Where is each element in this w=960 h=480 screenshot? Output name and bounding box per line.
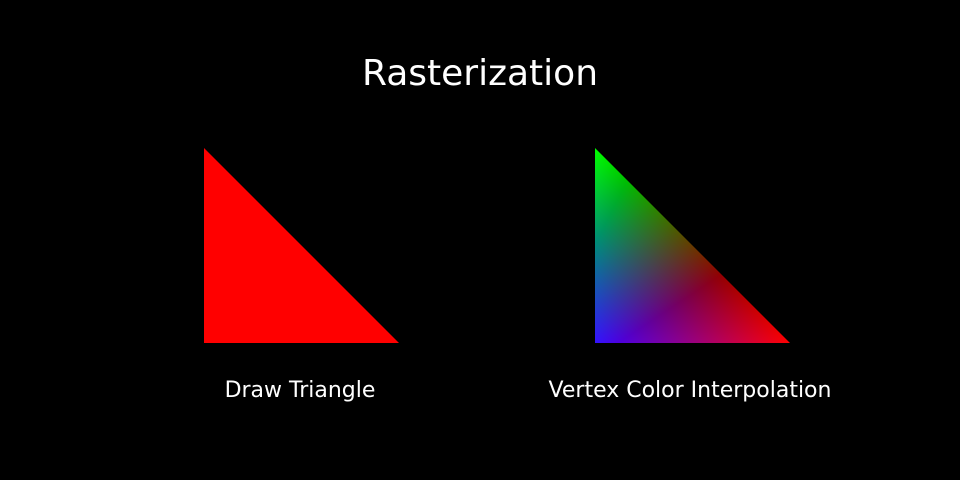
interpolated-color-triangle [595, 148, 790, 343]
draw-triangle-caption: Draw Triangle [224, 378, 376, 403]
solid-red-triangle [204, 148, 399, 343]
diagram-title: Rasterization [361, 53, 599, 94]
vertex-color-interpolation-caption: Vertex Color Interpolation [548, 378, 832, 403]
